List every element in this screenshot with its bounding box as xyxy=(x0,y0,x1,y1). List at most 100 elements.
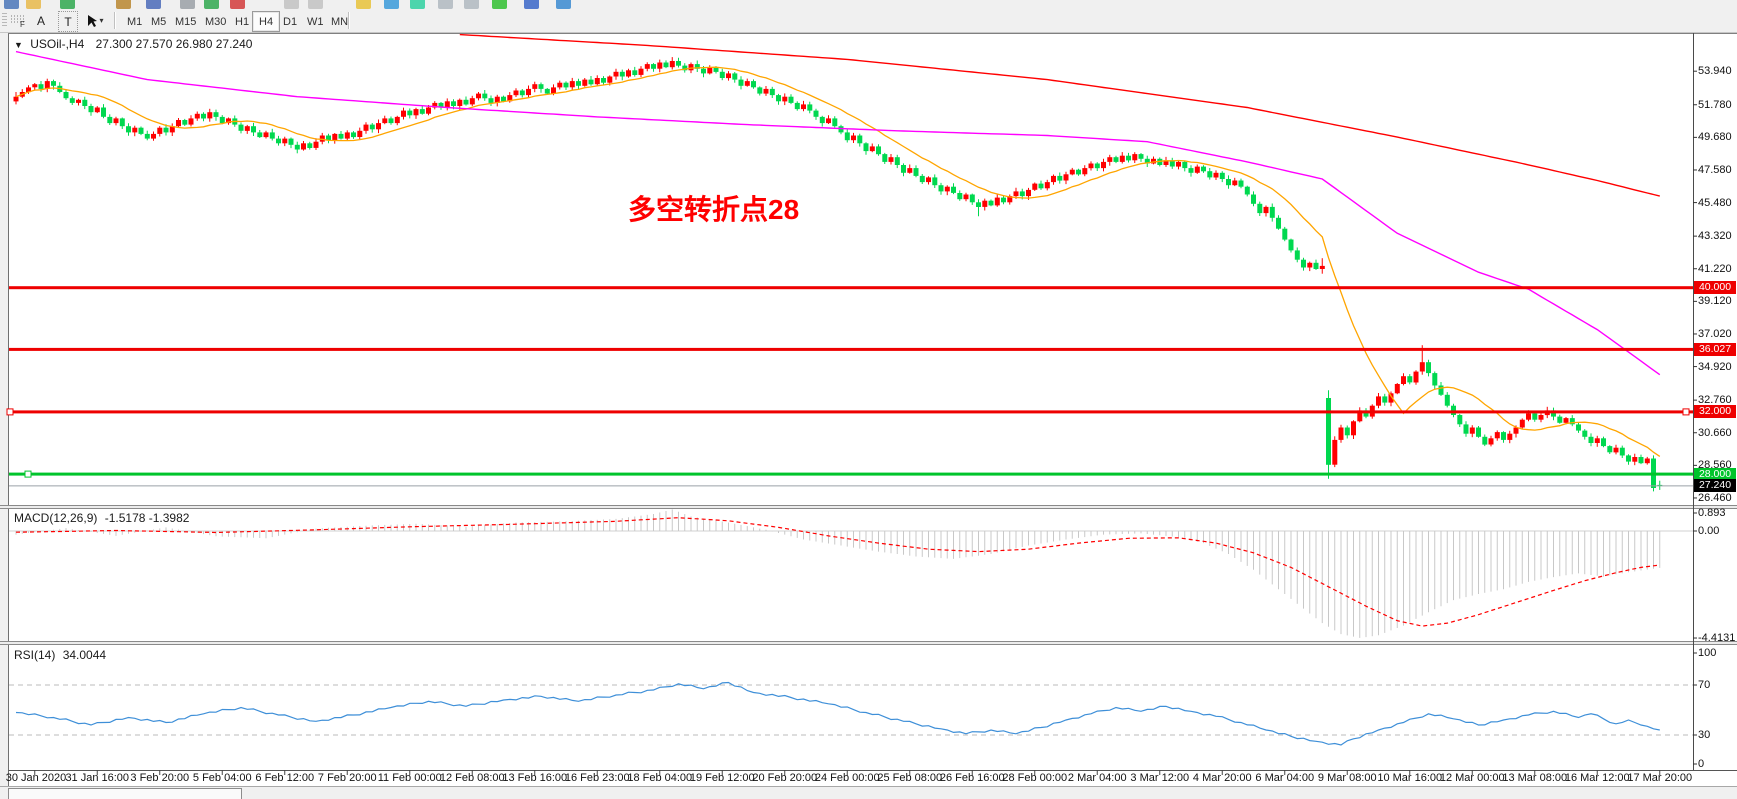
toolbar-icon-stub[interactable] xyxy=(464,0,479,9)
macd-tick-label: 0.00 xyxy=(1698,525,1720,537)
rsi-label: RSI(14) 34.0044 xyxy=(14,648,106,662)
date-tick-label: 19 Feb 12:00 xyxy=(689,772,755,784)
rsi-tick-label: 30 xyxy=(1698,729,1711,741)
cursor-arrow-icon[interactable]: ▾ xyxy=(82,11,108,30)
symbol-dropdown-icon[interactable]: ▼ xyxy=(14,40,23,50)
date-tick-label: 20 Feb 20:00 xyxy=(752,772,818,784)
price-tick-label: 53.940 xyxy=(1698,65,1732,78)
toolbar-separator xyxy=(114,12,116,29)
date-tick-label: 31 Jan 16:00 xyxy=(65,772,130,784)
price-tick-label: 26.460 xyxy=(1698,491,1732,504)
date-tick-label: 30 Jan 2020 xyxy=(5,772,67,784)
toolbar-separator xyxy=(348,12,350,29)
ohlc-values: 27.300 27.570 26.980 27.240 xyxy=(95,37,253,51)
chart-annotation-text[interactable]: 多空转折点28 xyxy=(628,194,800,225)
timeframe-H4[interactable]: H4 xyxy=(252,11,281,32)
toolbar-icon-stub[interactable] xyxy=(492,0,507,9)
current-price-label: 27.240 xyxy=(1694,479,1736,493)
date-tick-label: 6 Mar 04:00 xyxy=(1255,772,1315,784)
rsi-tick-label: 0 xyxy=(1698,758,1705,770)
toolbar-icon-stub[interactable] xyxy=(524,0,539,9)
rsi-tick-label: 100 xyxy=(1698,647,1717,659)
main-chart-pane[interactable] xyxy=(8,33,1737,506)
date-tick-label: 24 Feb 00:00 xyxy=(814,772,880,784)
toolbar-icon-stub[interactable] xyxy=(410,0,425,9)
macd-tick-label: 0.893 xyxy=(1698,507,1726,519)
price-tick-label: 32.760 xyxy=(1698,394,1732,407)
date-tick-label: 6 Feb 12:00 xyxy=(255,772,315,784)
toolbar-icon-stub[interactable] xyxy=(26,0,41,9)
toolbar-icon-stub[interactable] xyxy=(4,0,19,9)
date-tick-label: 12 Feb 08:00 xyxy=(439,772,505,784)
toolbar-icon-stub[interactable] xyxy=(438,0,453,9)
toolbar-icon-stub[interactable] xyxy=(180,0,195,9)
chart-tab-bar xyxy=(0,786,1737,799)
price-tick-label: 49.680 xyxy=(1698,131,1732,144)
toolbar-icon-stub[interactable] xyxy=(146,0,161,9)
price-level-label: 40.000 xyxy=(1694,281,1736,295)
chart-title: ▼ USOil-,H4 27.300 27.570 26.980 27.240 xyxy=(14,37,252,51)
toolbar-icon-stub[interactable] xyxy=(308,0,323,9)
price-tick-label: 41.220 xyxy=(1698,262,1732,275)
toolbar-icon-stub[interactable] xyxy=(556,0,571,9)
timeframe-M5[interactable]: M5 xyxy=(151,15,167,28)
price-tick-label: 51.780 xyxy=(1698,98,1732,111)
toolbar-icon-stub[interactable] xyxy=(204,0,219,9)
rsi-tick-label: 70 xyxy=(1698,679,1711,691)
date-tick-label: 4 Mar 20:00 xyxy=(1192,772,1252,784)
macd-values: -1.5178 -1.3982 xyxy=(104,511,190,525)
macd-pane[interactable] xyxy=(8,509,1737,641)
price-tick-label: 45.480 xyxy=(1698,196,1732,209)
date-tick-label: 16 Feb 23:00 xyxy=(564,772,630,784)
price-tick-label: 47.580 xyxy=(1698,163,1732,176)
date-tick-label: 18 Feb 04:00 xyxy=(627,772,693,784)
pane-separator[interactable] xyxy=(0,641,1737,645)
price-axis-border xyxy=(1693,33,1694,770)
indicator-window-icon[interactable]: F xyxy=(8,11,28,30)
toolbar-icon-stub[interactable] xyxy=(284,0,299,9)
text-icon[interactable]: T xyxy=(58,11,78,32)
charts-toolbar: F A T ▾ M1 M5 M15 M30 H1 H4 D1 W1 MN xyxy=(0,10,1737,33)
timeframe-H1[interactable]: H1 xyxy=(235,15,250,28)
toolbar-icon-stub[interactable] xyxy=(60,0,75,9)
date-tick-label: 10 Mar 16:00 xyxy=(1377,772,1443,784)
timeframe-W1[interactable]: W1 xyxy=(307,15,324,28)
date-tick-label: 25 Feb 08:00 xyxy=(877,772,943,784)
price-level-label: 36.027 xyxy=(1694,342,1736,356)
timeframe-M30[interactable]: M30 xyxy=(205,15,227,28)
toolbar-grip[interactable] xyxy=(2,13,7,28)
timeframe-M1[interactable]: M1 xyxy=(127,15,143,28)
timeframe-M15[interactable]: M15 xyxy=(175,15,197,28)
date-tick-label: 5 Feb 04:00 xyxy=(192,772,252,784)
toolbar-icon-stub[interactable] xyxy=(356,0,371,9)
timeframe-D1[interactable]: D1 xyxy=(283,15,298,28)
date-tick-label: 17 Mar 20:00 xyxy=(1627,772,1693,784)
chart-tab[interactable] xyxy=(8,788,242,799)
date-tick-label: 7 Feb 20:00 xyxy=(317,772,377,784)
date-tick-label: 26 Feb 16:00 xyxy=(939,772,1005,784)
price-tick-label: 39.120 xyxy=(1698,295,1732,308)
date-tick-label: 11 Feb 00:00 xyxy=(377,772,442,784)
arrow-glyph xyxy=(88,14,98,27)
date-axis[interactable] xyxy=(8,770,1737,787)
toolbar-icon-stub[interactable] xyxy=(384,0,399,9)
pane-separator[interactable] xyxy=(0,505,1737,509)
date-tick-label: 2 Mar 04:00 xyxy=(1067,772,1127,784)
date-tick-label: 9 Mar 08:00 xyxy=(1317,772,1377,784)
date-tick-label: 13 Mar 08:00 xyxy=(1502,772,1568,784)
rsi-pane[interactable] xyxy=(8,645,1737,770)
text-label-icon[interactable]: A xyxy=(36,13,45,28)
date-tick-label: 16 Mar 12:00 xyxy=(1564,772,1630,784)
timeframe-MN[interactable]: MN xyxy=(331,15,349,28)
toolbar-icon-stub[interactable] xyxy=(116,0,131,9)
toolbar-icon-stub[interactable] xyxy=(230,0,245,9)
macd-label: MACD(12,26,9) -1.5178 -1.3982 xyxy=(14,511,189,525)
symbol-name: USOil-,H4 xyxy=(30,37,85,51)
svg-text:F: F xyxy=(20,20,25,28)
price-tick-label: 28.560 xyxy=(1698,459,1732,472)
price-tick-label: 30.660 xyxy=(1698,426,1732,439)
dropdown-caret-icon: ▾ xyxy=(99,16,104,25)
date-tick-label: 12 Mar 00:00 xyxy=(1439,772,1505,784)
macd-name: MACD(12,26,9) xyxy=(14,511,98,525)
